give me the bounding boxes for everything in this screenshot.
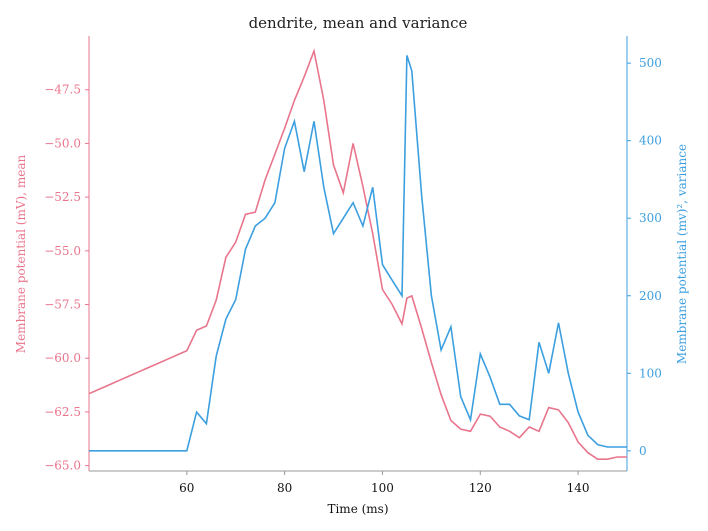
y2-axis-label: Membrane potential (mv)², variance	[675, 144, 689, 364]
series-line	[89, 55, 627, 452]
y-tick-label: −50.0	[44, 136, 81, 150]
y2-tick-label: 300	[639, 211, 662, 225]
y-tick-label: −65.0	[44, 459, 81, 473]
y2-tick-label: 500	[639, 56, 662, 70]
series-line	[88, 48, 627, 460]
x-tick-label: 60	[179, 481, 194, 495]
y-tick-label: −57.5	[44, 298, 81, 312]
y2-tick-label: 400	[639, 134, 662, 148]
y-tick-label: −52.5	[44, 190, 81, 204]
x-tick-label: 80	[277, 481, 292, 495]
x-tick-label: 140	[567, 481, 590, 495]
y-axis-label: Membrane potential (mV), mean	[14, 155, 28, 354]
y2-tick-label: 100	[639, 366, 662, 380]
y2-tick-label: 200	[639, 289, 662, 303]
x-axis-label: Time (ms)	[327, 502, 388, 516]
y-tick-label: −60.0	[44, 351, 81, 365]
x-tick-label: 120	[469, 481, 492, 495]
y-tick-label: −55.0	[44, 244, 81, 258]
y2-tick-label: 0	[639, 444, 647, 458]
y-tick-label: −62.5	[44, 405, 81, 419]
chart-title: dendrite, mean and variance	[249, 14, 468, 32]
x-tick-label: 100	[371, 481, 394, 495]
y-tick-label: −47.5	[44, 83, 81, 97]
